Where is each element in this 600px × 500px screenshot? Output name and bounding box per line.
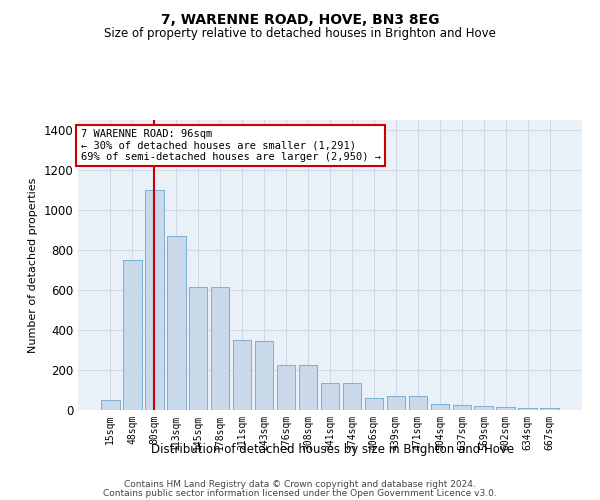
Bar: [255, 341, 274, 410]
Bar: [145, 190, 164, 410]
Bar: [189, 287, 208, 410]
Bar: [299, 365, 317, 410]
Bar: [123, 260, 142, 410]
Bar: [431, 404, 449, 410]
Bar: [518, 408, 537, 410]
Text: 7, WARENNE ROAD, HOVE, BN3 8EG: 7, WARENNE ROAD, HOVE, BN3 8EG: [161, 12, 439, 26]
Bar: [233, 340, 251, 410]
Text: 7 WARENNE ROAD: 96sqm
← 30% of detached houses are smaller (1,291)
69% of semi-d: 7 WARENNE ROAD: 96sqm ← 30% of detached …: [80, 128, 380, 162]
Bar: [386, 396, 405, 410]
Bar: [101, 400, 119, 410]
Bar: [409, 396, 427, 410]
Bar: [320, 383, 340, 410]
Text: Contains public sector information licensed under the Open Government Licence v3: Contains public sector information licen…: [103, 489, 497, 498]
Bar: [541, 408, 559, 410]
Text: Contains HM Land Registry data © Crown copyright and database right 2024.: Contains HM Land Registry data © Crown c…: [124, 480, 476, 489]
Y-axis label: Number of detached properties: Number of detached properties: [28, 178, 38, 352]
Bar: [496, 407, 515, 410]
Text: Size of property relative to detached houses in Brighton and Hove: Size of property relative to detached ho…: [104, 28, 496, 40]
Bar: [452, 405, 471, 410]
Bar: [343, 383, 361, 410]
Bar: [277, 365, 295, 410]
Bar: [211, 287, 229, 410]
Text: Distribution of detached houses by size in Brighton and Hove: Distribution of detached houses by size …: [151, 442, 515, 456]
Bar: [167, 236, 185, 410]
Bar: [475, 406, 493, 410]
Bar: [365, 398, 383, 410]
